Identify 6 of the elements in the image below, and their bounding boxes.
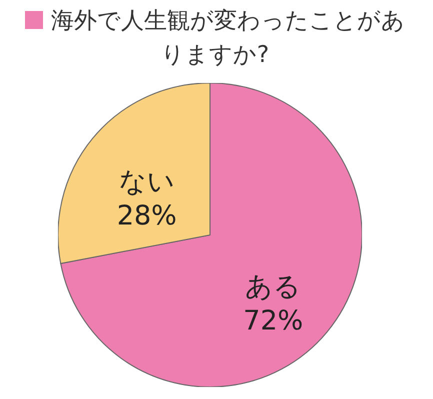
data-label: 72% [243,305,304,336]
chart-title: 海外で人生観が変わったことがありますか? [51,8,405,68]
slice-label: ない [118,166,175,198]
slice-label: ある [245,271,302,302]
data-label: 28% [116,200,177,232]
pie-slice [60,83,362,387]
